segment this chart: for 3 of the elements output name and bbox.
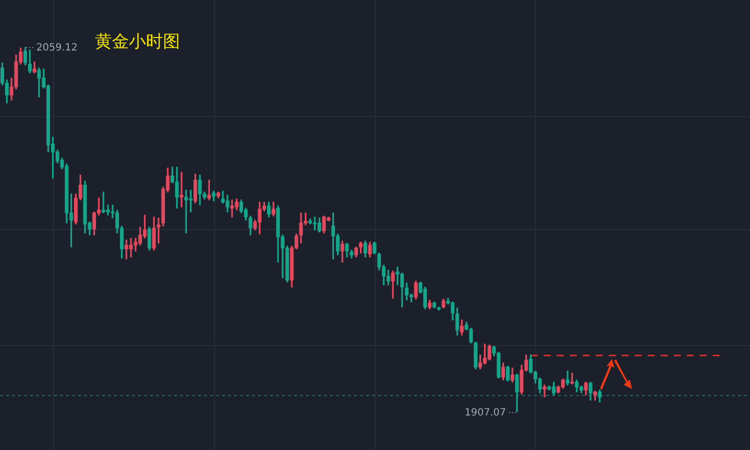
- annotation: 2059.12: [36, 42, 78, 54]
- annotation: 1907.07: [464, 408, 506, 419]
- chart-title: 黄金小时图: [95, 31, 180, 53]
